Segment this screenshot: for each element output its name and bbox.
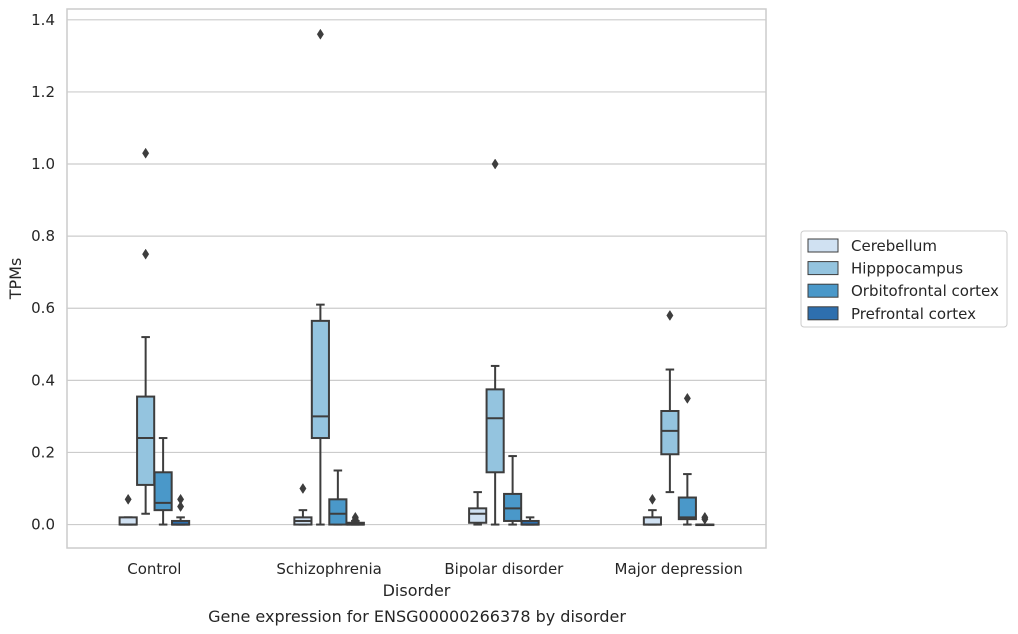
box-prefrontal-cortex — [695, 511, 715, 527]
box-iqr — [153, 471, 173, 512]
y-tick-label: 0.8 — [31, 227, 55, 245]
legend-entry-label: Prefrontal cortex — [851, 305, 976, 323]
chart-caption: Gene expression for ENSG00000266378 by d… — [208, 607, 626, 626]
x-tick-label: Bipolar disorder — [444, 560, 564, 578]
box-iqr — [468, 507, 488, 524]
y-tick-label: 0.4 — [31, 371, 55, 389]
box-series-layer — [118, 28, 715, 527]
y-axis-label: TPMs — [6, 258, 25, 301]
legend-entry-label: Orbitofrontal cortex — [851, 282, 999, 300]
box-prefrontal-cortex — [345, 511, 365, 526]
y-tick-label: 1.0 — [31, 155, 55, 173]
x-tick-label: Major depression — [615, 560, 743, 578]
legend-swatch — [807, 238, 839, 253]
legend-frame — [800, 230, 1008, 328]
y-tick-label: 1.4 — [31, 11, 55, 29]
outlier-point — [142, 147, 150, 159]
outlier-point — [351, 511, 359, 523]
y-axis-ticks: 0.0 0.2 0.4 0.6 0.8 1.0 1.2 1.4 — [31, 11, 55, 534]
box-orbitofrontal-cortex — [677, 392, 697, 526]
outlier-point — [177, 493, 185, 505]
outlier-point — [124, 493, 132, 505]
box-cerebellum — [468, 491, 488, 526]
outlier-point — [142, 248, 150, 260]
outlier-point — [491, 158, 499, 170]
plot-area-frame — [66, 8, 767, 549]
outlier-point — [701, 511, 709, 523]
box-iqr — [660, 409, 680, 456]
box-orbitofrontal-cortex — [328, 469, 348, 526]
outlier-point — [683, 392, 691, 404]
legend: Cerebellum Hipppocampus Orbitofrontal cort… — [800, 230, 1008, 328]
y-tick-label: 0.2 — [31, 443, 55, 461]
legend-swatch — [807, 306, 839, 321]
x-axis-ticks: Control Schizophrenia Bipolar disorder Majo… — [127, 560, 742, 578]
legend-swatch — [807, 283, 839, 298]
x-tick-label: Control — [127, 560, 181, 578]
box-iqr — [328, 498, 348, 526]
outlier-point — [316, 28, 324, 40]
legend-entry-label: Cerebellum — [851, 237, 937, 255]
box-hipppocampus — [660, 309, 680, 494]
box-iqr — [677, 496, 697, 521]
legend-entry-label: Hipppocampus — [851, 260, 963, 278]
box-iqr — [118, 516, 138, 526]
x-axis-label: Disorder — [383, 581, 451, 600]
box-hipppocampus — [310, 28, 330, 526]
box-prefrontal-cortex — [520, 516, 540, 526]
outlier-point — [299, 483, 307, 494]
box-orbitofrontal-cortex — [503, 455, 523, 526]
outlier-point — [666, 309, 674, 321]
y-tick-label: 0.6 — [31, 299, 55, 317]
y-tick-label: 0.0 — [31, 516, 55, 534]
box-hipppocampus — [485, 158, 505, 526]
box-cerebellum — [642, 493, 662, 526]
gridlines — [67, 19, 766, 526]
box-cerebellum — [293, 483, 313, 526]
box-iqr — [642, 516, 662, 526]
box-prefrontal-cortex — [171, 493, 191, 526]
box-orbitofrontal-cortex — [153, 437, 173, 526]
box-iqr — [485, 388, 505, 474]
box-hipppocampus — [136, 147, 156, 515]
outlier-point — [648, 493, 656, 505]
box-iqr — [136, 395, 156, 486]
box-cerebellum — [118, 493, 138, 526]
box-iqr — [310, 319, 330, 440]
x-tick-label: Schizophrenia — [276, 560, 381, 578]
outlier-point — [177, 501, 185, 513]
legend-swatch — [807, 261, 839, 276]
y-tick-label: 1.2 — [31, 83, 55, 101]
